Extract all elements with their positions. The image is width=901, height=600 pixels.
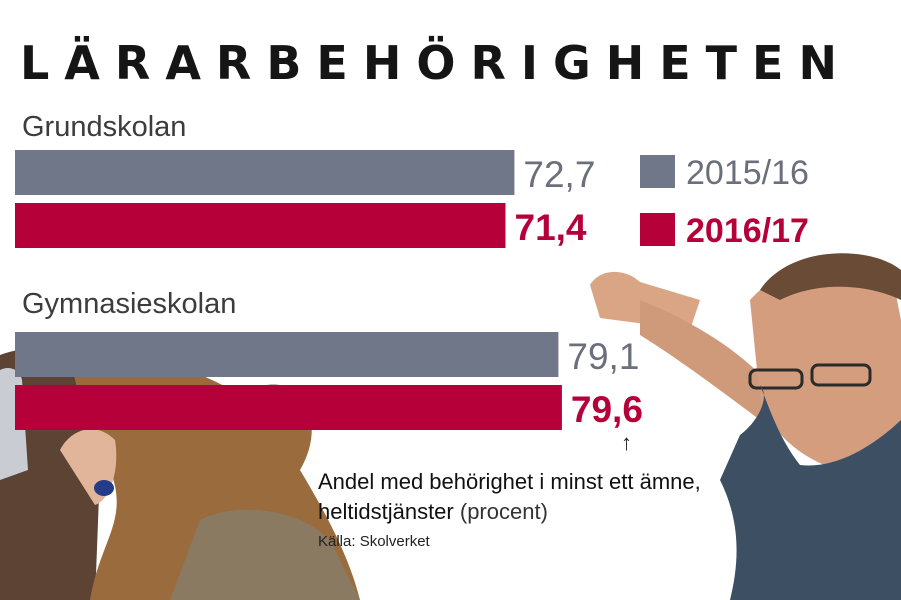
bar-grundskolan-2015-16 xyxy=(15,150,515,195)
category-label-gymnasieskolan: Gymnasieskolan xyxy=(22,288,237,320)
legend-swatch-2015-16 xyxy=(640,155,675,188)
legend: 2015/16 2016/17 xyxy=(640,154,809,250)
caption-unit: (procent) xyxy=(459,499,548,524)
bar-gymnasieskolan-2016-17 xyxy=(15,385,562,430)
bars-layer: 72,7 71,4 79,1 79,6 xyxy=(15,150,643,430)
chart-title: LÄRARBEHÖRIGHETEN xyxy=(20,36,852,90)
legend-swatch-2016-17 xyxy=(640,213,675,246)
data-label-grundskolan-2015-16: 72,7 xyxy=(523,154,595,195)
data-label-gymnasieskolan-2015-16: 79,1 xyxy=(567,336,639,377)
caption-text: Andel med behörighet i minst ett ämne, h… xyxy=(318,469,701,524)
up-arrow-icon: ↑ xyxy=(621,430,632,455)
legend-label-2015-16: 2015/16 xyxy=(686,154,809,192)
chart-caption: Andel med behörighet i minst ett ämne, h… xyxy=(318,467,758,527)
legend-label-2016-17: 2016/17 xyxy=(686,212,809,250)
data-label-grundskolan-2016-17: 71,4 xyxy=(515,207,587,248)
bar-gymnasieskolan-2015-16 xyxy=(15,332,559,377)
bar-grundskolan-2016-17 xyxy=(15,203,506,248)
photo-teacher xyxy=(590,253,901,600)
category-label-grundskolan: Grundskolan xyxy=(22,111,187,143)
source-note: Källa: Skolverket xyxy=(318,533,430,550)
data-label-gymnasieskolan-2016-17: 79,6 xyxy=(571,389,643,430)
